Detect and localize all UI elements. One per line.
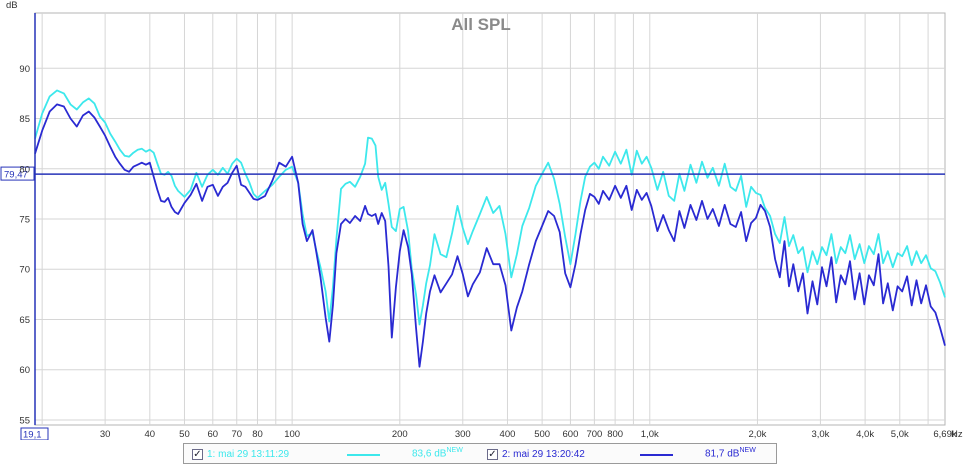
y-tick-label: 55	[19, 415, 30, 426]
x-tick-label: 5,0k	[891, 429, 909, 440]
legend-suffix-1: NEW	[446, 447, 463, 454]
cursor-layer: 79,47 19,1	[0, 13, 945, 441]
cursor-y-readout: 79,47	[0, 166, 35, 181]
x-tick-label: 50	[179, 429, 190, 440]
x-tick-label: 800	[607, 429, 623, 440]
checkbox-icon[interactable]: ✓	[192, 448, 203, 460]
y-axis-unit: dB	[6, 0, 18, 11]
y-tick-label: 80	[19, 164, 30, 175]
x-axis-unit: Hz	[951, 429, 963, 440]
legend-level-2: 81,7 dB	[705, 448, 740, 460]
y-tick-label: 75	[19, 215, 30, 226]
series-line-1	[34, 89, 946, 326]
cursor-y-box	[0, 166, 35, 181]
legend: ✓ 1: mai 29 13:11:29 83,6 dBNEW ✓ 2: mai…	[183, 443, 777, 464]
legend-value-1: 83,6 dBNEW	[412, 447, 463, 459]
x-tick-label: 700	[586, 429, 602, 440]
x-tick-label: 3,0k	[811, 429, 829, 440]
legend-suffix-2: NEW	[739, 447, 756, 454]
x-tick-label: 1,0k	[641, 429, 659, 440]
cursor-x-readout: 19,1	[20, 427, 49, 441]
checkbox-icon[interactable]: ✓	[487, 448, 498, 460]
series-layer	[34, 89, 946, 368]
tick-labels: 55 60 65 70 75 80 85 90 30 40 50 60 70 80 100 200 300 400…	[19, 64, 956, 440]
legend-value-2: 81,7 dBNEW	[705, 447, 756, 459]
legend-swatch-2	[640, 454, 673, 456]
x-tick-label: 200	[392, 429, 408, 440]
x-tick-label: 4,0k	[856, 429, 874, 440]
x-tick-label: 60	[208, 429, 219, 440]
chart-title: All SPL	[451, 15, 511, 34]
x-tick-label: 600	[563, 429, 579, 440]
x-tick-label: 100	[284, 429, 300, 440]
y-tick-label: 60	[19, 365, 30, 376]
grid	[35, 13, 945, 425]
legend-label-1: 1: mai 29 13:11:29	[207, 448, 290, 460]
y-tick-label: 70	[19, 265, 30, 276]
x-tick-label: 30	[100, 429, 111, 440]
x-tick-label: 80	[252, 429, 263, 440]
legend-swatch-1	[347, 454, 380, 456]
y-tick-label: 65	[19, 315, 30, 326]
legend-item-1[interactable]: ✓ 1: mai 29 13:11:29	[192, 447, 289, 461]
y-tick-label: 90	[19, 64, 30, 75]
x-tick-label: 500	[534, 429, 550, 440]
cursor-y-label: 79,47	[4, 170, 28, 181]
legend-level-1: 83,6 dB	[412, 448, 447, 460]
legend-item-2[interactable]: ✓ 2: mai 29 13:20:42	[487, 447, 585, 461]
x-tick-label: 300	[455, 429, 471, 440]
series-line-2	[34, 103, 946, 368]
cursor-x-label: 19,1	[23, 430, 42, 441]
x-tick-label: 6,69k	[933, 429, 956, 440]
x-tick-label: 2,0k	[748, 429, 766, 440]
x-tick-label: 400	[500, 429, 516, 440]
y-tick-label: 85	[19, 114, 30, 125]
spl-chart: 79,47 19,1 55 60 65 70 75 80 85 90 30 40 50 60 70 80 10…	[0, 0, 963, 440]
legend-label-2: 2: mai 29 13:20:42	[502, 448, 585, 460]
cursor-x-box	[20, 427, 49, 440]
x-tick-label: 70	[231, 429, 242, 440]
x-tick-label: 40	[145, 429, 156, 440]
